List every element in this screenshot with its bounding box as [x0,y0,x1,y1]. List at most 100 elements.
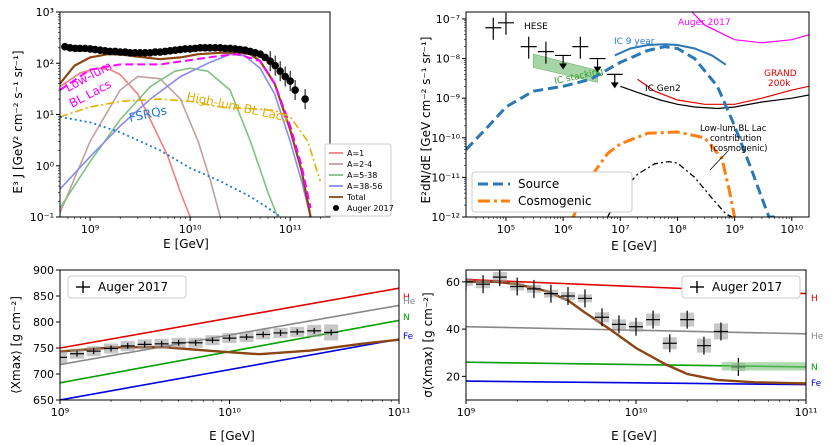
y-tick-label: 10⁻¹² [431,211,460,224]
x-tick-label: 10⁹ [51,406,69,419]
x-tick-label: 10¹¹ [279,223,302,236]
spectrum-panel: 10⁹ 10¹⁰ 10¹¹ 10⁻¹ 10⁰ 10¹ 10² 10³ A=1 A=2-4 A=5-3… [30,6,394,236]
series-high-lum-bl-lacs [60,98,322,182]
x-tick-label: 10⁶ [554,223,573,236]
y-tick-label: 700 [33,368,54,381]
series-total [60,51,312,217]
fsrq-label: FSRQs [128,103,168,125]
comp-plot-area [60,287,399,400]
series-a-5-38 [60,67,279,217]
x-tick-label: 10¹¹ [388,406,411,419]
y-tick-label: 60 [446,276,460,289]
x-tick-label: 10⁹ [725,223,743,236]
y-tick-label: 20 [446,370,460,383]
xmax-H-label: H [403,293,410,303]
xmax-panel: 10⁹ 10¹⁰ 10¹¹ 650 700 750 800 850 900 Auger 2017 [33,264,410,419]
spectrum-plot-area [60,42,322,217]
x-tick-label: 10⁹ [81,223,99,236]
auger-point [276,67,284,75]
legend-label: Total [346,193,366,202]
comp-legend: Auger 2017 [681,275,801,299]
y-tick-label: 10⁻¹ [30,211,54,224]
lowlum-contrib-arrow [709,150,729,171]
x-tick-label: 10¹⁰ [780,223,803,236]
auger-point [281,72,289,81]
legend-label: Cosmogenic [518,194,592,208]
series-low-lum-bl-lac-contribution-cosmogenic- [607,160,733,217]
spectrum-legend: A=1 A=2-4 A=5-38 A=38-56 Total Auger 2017 [324,143,394,217]
y-tick-label: 900 [33,264,54,277]
legend-box [324,143,392,217]
neutrino-ylabel: E²dN/dE [GeV cm⁻² s⁻¹ sr⁻¹] [419,37,433,204]
auger17-label: Auger 2017 [678,18,731,28]
legend-label: A=38-56 [347,182,382,191]
y-tick-label: 40 [446,323,460,336]
neutrino-xlabel: E [GeV] [611,239,657,253]
y-tick-label: 750 [33,342,54,355]
y-tick-label: 850 [33,290,54,303]
neutrino-legend: Source Cosmogenic [471,171,633,213]
hese-label: HESE [524,22,548,32]
legend-label: Auger 2017 [347,204,394,213]
sigma-xmax-xlabel: E [GeV] [611,429,657,443]
series-auger-2017 [691,12,809,44]
y-tick-label: 650 [33,394,54,407]
y-tick-label: 10⁻⁸ [436,53,461,66]
auger-syst-band [721,362,806,371]
xmax-ylabel: ⟨Xmax⟩ [g cm⁻²] [9,296,23,394]
neutrino-panel: 10⁵ 10⁶ 10⁷ 10⁸ 10⁹ 10¹⁰ 10⁻¹² 10⁻¹¹ 10⁻¹⁰ 10⁻⁹ 10… [431,11,810,236]
xmax-Fe-label: Fe [403,332,414,342]
x-tick-label: 10¹⁰ [625,406,648,419]
legend-label: Source [518,177,559,191]
sig-N-label: N [811,363,818,373]
ic-stacking-band [532,53,598,83]
hese-limit-arrow [610,82,619,89]
neutrino-plot-area [466,12,809,217]
icgen2-label: IC Gen2 [645,84,681,94]
legend-label: A=1 [347,149,364,158]
spectrum-ylabel: E³ J [GeV² cm⁻² s⁻¹ sr⁻¹] [11,50,25,193]
series-cosmogenic [571,130,737,217]
series-a-38-56 [60,53,312,217]
grand-label: GRAND [764,69,797,79]
sig-Fe-label: Fe [811,379,822,389]
y-tick-label: 10⁰ [36,160,55,173]
sig-He-label: He [811,332,824,342]
ic9-label: IC 9 year [614,37,655,47]
series-fe [466,380,806,386]
series-ic-gen2 [620,85,809,110]
hese-limit-arrow [559,63,568,70]
series-ic-9-year [614,43,727,66]
spectrum-xlabel: E [GeV] [163,237,209,251]
x-tick-label: 10⁸ [668,223,687,236]
series-a-2-4 [60,75,222,217]
comp-legend: Auger 2017 [67,275,187,299]
legend-marker [333,205,339,211]
legend-label: Auger 2017 [712,280,782,294]
series-a-1 [60,67,191,217]
series-model [60,338,399,356]
x-tick-label: 10⁵ [497,223,515,236]
legend-label: Auger 2017 [98,280,168,294]
legend-label: A=5-38 [347,171,377,180]
auger-point [301,95,309,103]
lowlum-contrib-label-2: contribution [710,134,762,144]
y-tick-label: 10² [36,57,54,70]
sigma-xmax-panel: 10⁹ 10¹⁰ 10¹¹ 20 40 60 Auger 2017 [446,269,818,419]
series-low-lum-bl-lacs [60,53,312,209]
y-tick-label: 10⁻¹¹ [431,171,460,184]
legend-box [471,171,633,213]
y-tick-label: 800 [33,316,54,329]
auger-point [286,77,294,85]
y-tick-label: 10¹ [36,109,54,122]
series-grand-200k [637,78,809,105]
auger-point [291,86,299,94]
comp-plot-area [466,270,806,386]
x-tick-label: 10⁹ [457,406,475,419]
grand200k-label: 200k [768,79,791,89]
sig-H-label: H [811,294,818,304]
x-tick-label: 10¹¹ [795,406,818,419]
y-tick-label: 10³ [36,6,54,19]
xmax-xlabel: E [GeV] [209,429,255,443]
